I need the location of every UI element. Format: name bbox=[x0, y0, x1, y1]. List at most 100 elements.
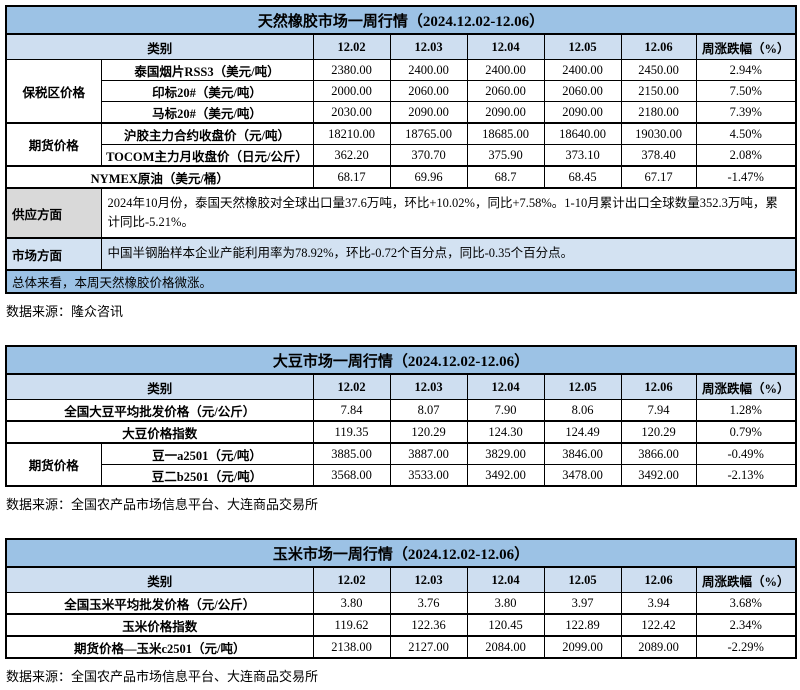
column-header-category: 类别 bbox=[5, 33, 314, 60]
column-header-category: 类别 bbox=[5, 566, 314, 593]
change-cell: 2.08% bbox=[695, 144, 797, 167]
source-text-corn: 数据来源：全国农产品市场信息平台、大连商品交易所 bbox=[6, 669, 319, 684]
row-label: 沪胶主力合约收盘价（元/吨） bbox=[100, 122, 314, 145]
row-label: 全国玉米平均批发价格（元/公斤） bbox=[5, 592, 314, 615]
row-label: 玉米价格指数 bbox=[5, 613, 314, 637]
supply-row: 供应方面 2024年10月份，泰国天然橡胶对全球出口量37.6万吨，环比+10.… bbox=[5, 187, 797, 239]
column-header-date: 12.02 bbox=[312, 373, 391, 400]
change-cell: 7.39% bbox=[695, 101, 797, 124]
value-cell: 2000.00 bbox=[312, 80, 391, 102]
value-cell: 2127.00 bbox=[389, 635, 468, 659]
value-cell: 3568.00 bbox=[312, 464, 391, 487]
change-cell: 0.79% bbox=[695, 420, 797, 444]
table-row: NYMEX原油（美元/桶） 68.17 69.96 68.7 68.45 67.… bbox=[5, 165, 797, 189]
value-cell: 2099.00 bbox=[543, 635, 622, 659]
value-cell: 2400.00 bbox=[466, 59, 545, 81]
value-cell: 2090.00 bbox=[389, 101, 468, 124]
value-cell: 18765.00 bbox=[389, 122, 468, 145]
column-header-category: 类别 bbox=[5, 373, 314, 400]
summary-text: 总体来看，本周天然橡胶价格微涨。 bbox=[5, 269, 797, 294]
change-cell: -0.49% bbox=[695, 442, 797, 465]
value-cell: 19030.00 bbox=[620, 122, 697, 145]
row-label: TOCOM主力月收盘价（日元/公斤） bbox=[100, 144, 314, 167]
value-cell: 7.84 bbox=[312, 399, 391, 422]
corn-table: 玉米市场一周行情（2024.12.02-12.06） 类别 12.02 12.0… bbox=[5, 538, 797, 659]
value-cell: 2090.00 bbox=[466, 101, 545, 124]
market-row: 市场方面 中国半钢胎样本企业产能利用率为78.92%，环比-0.72个百分点，同… bbox=[5, 237, 797, 271]
value-cell: 3.97 bbox=[543, 592, 622, 615]
group-label-futures: 期货价格 bbox=[5, 442, 102, 487]
column-header-date: 12.05 bbox=[543, 373, 622, 400]
rubber-table: 天然橡胶市场一周行情（2024.12.02-12.06） 类别 12.02 12… bbox=[5, 5, 797, 294]
value-cell: 120.29 bbox=[620, 420, 697, 444]
column-header-date: 12.06 bbox=[620, 566, 697, 593]
value-cell: 18685.00 bbox=[466, 122, 545, 145]
row-label: 泰国烟片RSS3（美元/吨） bbox=[100, 59, 314, 81]
group-label-bonded-zone: 保税区价格 bbox=[5, 59, 102, 124]
value-cell: 2400.00 bbox=[543, 59, 622, 81]
row-label: 大豆价格指数 bbox=[5, 420, 314, 444]
value-cell: 362.20 bbox=[312, 144, 391, 167]
row-label: 马标20#（美元/吨） bbox=[100, 101, 314, 124]
value-cell: 370.70 bbox=[389, 144, 468, 167]
supply-text: 2024年10月份，泰国天然橡胶对全球出口量37.6万吨，环比+10.02%，同… bbox=[100, 187, 797, 239]
value-cell: 120.45 bbox=[466, 613, 545, 637]
value-cell: 3478.00 bbox=[543, 464, 622, 487]
column-header-date: 12.03 bbox=[389, 33, 468, 60]
table-row: 全国玉米平均批发价格（元/公斤） 3.80 3.76 3.80 3.97 3.9… bbox=[5, 592, 797, 615]
table-row: TOCOM主力月收盘价（日元/公斤） 362.20 370.70 375.90 … bbox=[6, 144, 797, 167]
column-header-date: 12.03 bbox=[389, 373, 468, 400]
value-cell: 124.30 bbox=[466, 420, 545, 444]
column-header-date: 12.05 bbox=[543, 33, 622, 60]
value-cell: 3846.00 bbox=[543, 442, 622, 465]
supply-row-label: 供应方面 bbox=[5, 187, 102, 239]
rubber-table-title: 天然橡胶市场一周行情（2024.12.02-12.06） bbox=[5, 5, 797, 35]
table-row: 印标20#（美元/吨） 2000.00 2060.00 2060.00 2060… bbox=[6, 80, 797, 102]
table-row: 玉米价格指数 119.62 122.36 120.45 122.89 122.4… bbox=[5, 613, 797, 637]
change-cell: -2.29% bbox=[695, 635, 797, 659]
column-header-date: 12.03 bbox=[389, 566, 468, 593]
market-text: 中国半钢胎样本企业产能利用率为78.92%，环比-0.72个百分点，同比-0.3… bbox=[100, 237, 797, 271]
value-cell: 67.17 bbox=[620, 165, 697, 189]
value-cell: 2060.00 bbox=[466, 80, 545, 102]
column-header-date: 12.02 bbox=[312, 33, 391, 60]
value-cell: 18640.00 bbox=[543, 122, 622, 145]
column-header-change: 周涨跌幅（%） bbox=[695, 566, 797, 593]
table-row: 全国大豆平均批发价格（元/公斤） 7.84 8.07 7.90 8.06 7.9… bbox=[5, 399, 797, 422]
value-cell: 3.76 bbox=[389, 592, 468, 615]
column-header-date: 12.06 bbox=[620, 373, 697, 400]
value-cell: 8.07 bbox=[389, 399, 468, 422]
change-cell: 2.34% bbox=[695, 613, 797, 637]
table-row: 期货价格 豆一a2501（元/吨） 3885.00 3887.00 3829.0… bbox=[5, 442, 797, 487]
column-header-date: 12.04 bbox=[466, 373, 545, 400]
value-cell: 122.36 bbox=[389, 613, 468, 637]
row-label: 期货价格—玉米c2501（元/吨） bbox=[5, 635, 314, 659]
change-cell: 3.68% bbox=[695, 592, 797, 615]
column-header-change: 周涨跌幅（%） bbox=[695, 33, 797, 60]
table-row: 期货价格—玉米c2501（元/吨） 2138.00 2127.00 2084.0… bbox=[5, 635, 797, 659]
value-cell: 69.96 bbox=[389, 165, 468, 189]
value-cell: 2380.00 bbox=[312, 59, 391, 81]
value-cell: 122.89 bbox=[543, 613, 622, 637]
value-cell: 3.80 bbox=[312, 592, 391, 615]
value-cell: 2150.00 bbox=[620, 80, 697, 102]
value-cell: 119.62 bbox=[312, 613, 391, 637]
change-cell: 1.28% bbox=[695, 399, 797, 422]
value-cell: 119.35 bbox=[312, 420, 391, 444]
row-label-nymex: NYMEX原油（美元/桶） bbox=[5, 165, 314, 189]
column-header-date: 12.05 bbox=[543, 566, 622, 593]
table-row: 大豆价格指数 119.35 120.29 124.30 124.49 120.2… bbox=[5, 420, 797, 444]
change-cell: -2.13% bbox=[695, 464, 797, 487]
value-cell: 18210.00 bbox=[312, 122, 391, 145]
value-cell: 375.90 bbox=[466, 144, 545, 167]
change-cell: -1.47% bbox=[695, 165, 797, 189]
column-header-date: 12.02 bbox=[312, 566, 391, 593]
value-cell: 2030.00 bbox=[312, 101, 391, 124]
summary-row: 总体来看，本周天然橡胶价格微涨。 bbox=[5, 269, 797, 294]
group-label-futures: 期货价格 bbox=[5, 122, 102, 167]
value-cell: 8.06 bbox=[543, 399, 622, 422]
value-cell: 120.29 bbox=[389, 420, 468, 444]
market-row-label: 市场方面 bbox=[5, 237, 102, 271]
value-cell: 68.17 bbox=[312, 165, 391, 189]
